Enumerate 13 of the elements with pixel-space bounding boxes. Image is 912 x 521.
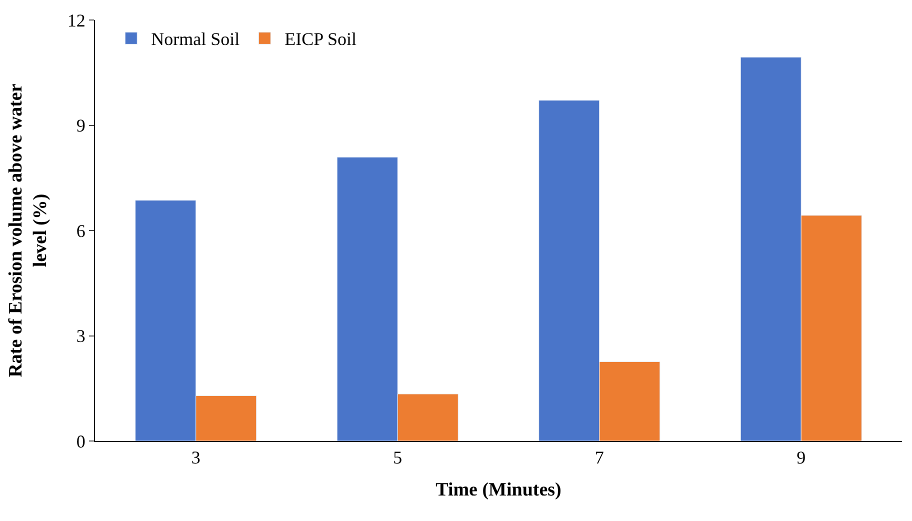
x-tick-label: 9 xyxy=(796,448,806,468)
x-tick-label: 5 xyxy=(393,448,402,468)
y-tick-label: 9 xyxy=(76,116,86,136)
legend-label: EICP Soil xyxy=(284,29,356,50)
y-tick-label: 0 xyxy=(76,431,86,452)
legend-label: Normal Soil xyxy=(151,29,240,50)
y-tick-label: 12 xyxy=(67,10,86,30)
x-tick-label: 3 xyxy=(191,448,200,468)
y-tick-label: 3 xyxy=(76,326,86,346)
x-axis-title: Time (Minutes) xyxy=(436,479,562,500)
x-tick-label: 7 xyxy=(594,448,604,468)
y-axis-title: Rate of Erosion volume above water level (%) xyxy=(6,83,52,378)
y-tick-label: 6 xyxy=(76,220,86,241)
